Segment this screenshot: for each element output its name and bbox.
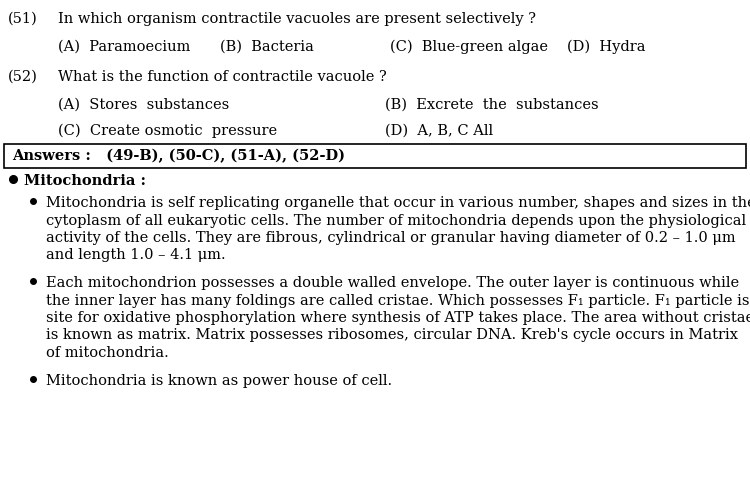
Text: (52): (52) [8, 70, 38, 84]
Text: site for oxidative phosphorylation where synthesis of ATP takes place. The area : site for oxidative phosphorylation where… [46, 311, 750, 325]
Text: Mitochondria :: Mitochondria : [24, 174, 146, 188]
FancyBboxPatch shape [4, 144, 746, 168]
Text: In which organism contractile vacuoles are present selectively ?: In which organism contractile vacuoles a… [58, 12, 536, 26]
Text: Answers :   (49-B), (50-C), (51-A), (52-D): Answers : (49-B), (50-C), (51-A), (52-D) [12, 149, 345, 163]
Text: (B)  Excrete  the  substances: (B) Excrete the substances [385, 98, 598, 112]
Text: Each mitochondrion possesses a double walled envelope. The outer layer is contin: Each mitochondrion possesses a double wa… [46, 276, 739, 290]
Text: What is the function of contractile vacuole ?: What is the function of contractile vacu… [58, 70, 387, 84]
Text: (A)  Stores  substances: (A) Stores substances [58, 98, 230, 112]
Text: (B)  Bacteria: (B) Bacteria [220, 40, 314, 54]
Text: (A)  Paramoecium: (A) Paramoecium [58, 40, 190, 54]
Text: of mitochondria.: of mitochondria. [46, 346, 169, 360]
Text: activity of the cells. They are fibrous, cylindrical or granular having diameter: activity of the cells. They are fibrous,… [46, 231, 736, 245]
Text: is known as matrix. Matrix possesses ribosomes, circular DNA. Kreb's cycle occur: is known as matrix. Matrix possesses rib… [46, 329, 738, 343]
Text: Mitochondria is self replicating organelle that occur in various number, shapes : Mitochondria is self replicating organel… [46, 196, 750, 210]
Text: (51): (51) [8, 12, 38, 26]
Text: (C)  Create osmotic  pressure: (C) Create osmotic pressure [58, 124, 278, 138]
Text: (C)  Blue-green algae: (C) Blue-green algae [390, 40, 548, 55]
Text: and length 1.0 – 4.1 μm.: and length 1.0 – 4.1 μm. [46, 248, 226, 263]
Text: the inner layer has many foldings are called cristae. Which possesses F₁ particl: the inner layer has many foldings are ca… [46, 294, 749, 308]
Text: cytoplasm of all eukaryotic cells. The number of mitochondria depends upon the p: cytoplasm of all eukaryotic cells. The n… [46, 213, 746, 227]
Text: (D)  A, B, C All: (D) A, B, C All [385, 124, 494, 138]
Text: (D)  Hydra: (D) Hydra [567, 40, 646, 55]
Text: Mitochondria is known as power house of cell.: Mitochondria is known as power house of … [46, 374, 392, 387]
